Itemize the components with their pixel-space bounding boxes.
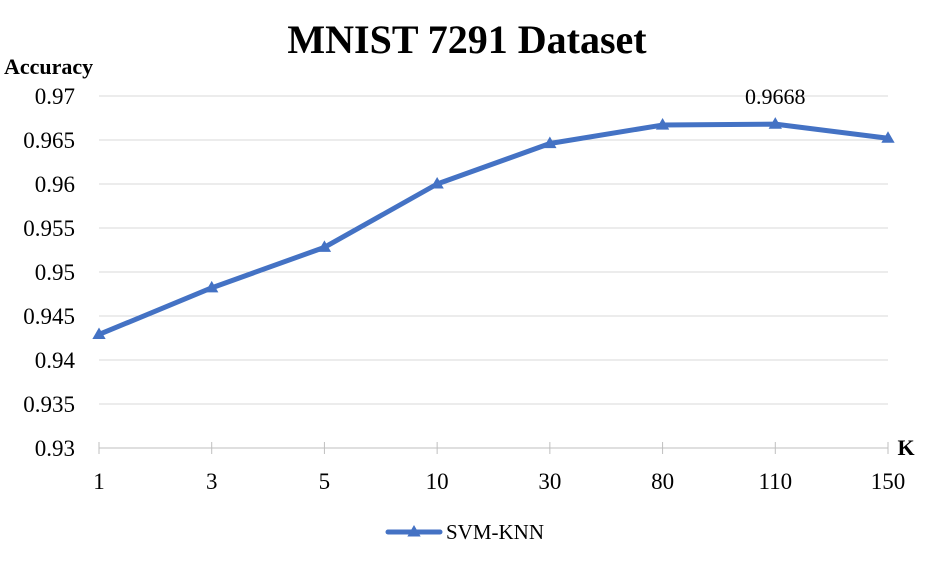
- x-tick-label: 30: [538, 469, 561, 494]
- x-tick-label: 3: [206, 469, 218, 494]
- data-labels: 0.9668: [745, 84, 806, 109]
- y-tick-label: 0.95: [35, 260, 75, 285]
- data-point-marker: [430, 177, 444, 189]
- y-tick-label: 0.955: [23, 216, 75, 241]
- y-axis-title: Accuracy: [4, 54, 93, 79]
- legend-label: SVM-KNN: [446, 520, 544, 544]
- y-tick-label: 0.935: [23, 392, 75, 417]
- y-tick-label: 0.965: [23, 128, 75, 153]
- x-tick-label: 5: [319, 469, 331, 494]
- data-label: 0.9668: [745, 84, 806, 109]
- x-tick-label: 1: [93, 469, 105, 494]
- data-point-marker: [92, 327, 106, 340]
- x-axis: 1 3 5 10 30 80 110 150: [93, 442, 905, 494]
- data-point-marker: [655, 118, 670, 130]
- x-tick-label: 150: [871, 469, 906, 494]
- series-layer: [92, 117, 895, 340]
- y-tick-label: 0.945: [23, 304, 75, 329]
- y-axis-tick-labels: 0.93 0.935 0.94 0.945 0.95 0.955 0.96 0.965 0.97: [23, 84, 75, 461]
- y-tick-label: 0.97: [35, 84, 75, 109]
- y-tick-label: 0.94: [35, 348, 76, 373]
- legend-marker: [407, 525, 421, 537]
- y-tick-label: 0.96: [35, 172, 75, 197]
- chart-title: MNIST 7291 Dataset: [287, 17, 647, 62]
- data-point-marker: [317, 240, 332, 252]
- data-point-marker: [768, 117, 782, 129]
- gridlines: [99, 95, 888, 405]
- x-tick-label: 110: [758, 469, 792, 494]
- series-line-svm-knn: [96, 121, 891, 337]
- x-axis-title: K: [897, 435, 914, 460]
- y-tick-label: 0.93: [35, 436, 75, 461]
- legend: SVM-KNN: [385, 520, 544, 544]
- data-point-marker: [205, 280, 219, 293]
- x-tick-label: 10: [426, 469, 449, 494]
- data-point-marker: [543, 136, 557, 149]
- x-tick-label: 80: [651, 469, 674, 494]
- data-point-marker: [881, 131, 895, 143]
